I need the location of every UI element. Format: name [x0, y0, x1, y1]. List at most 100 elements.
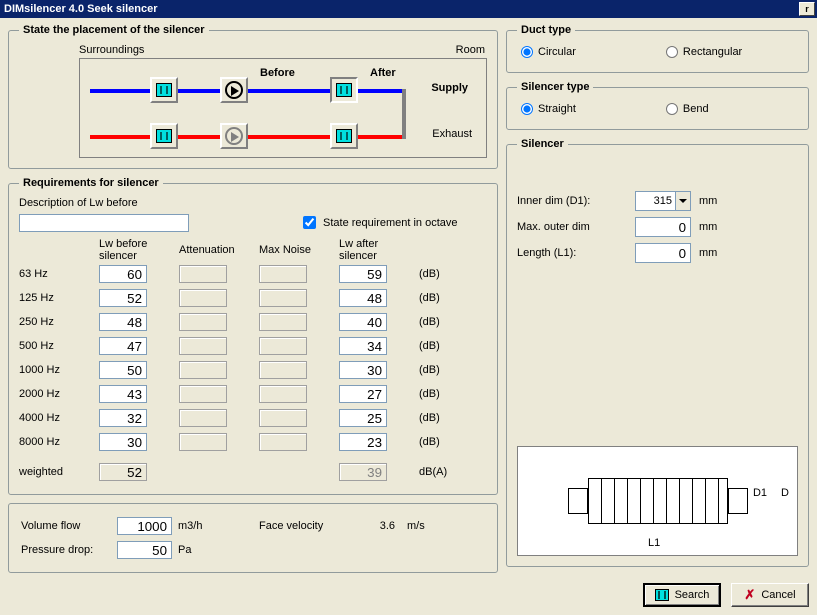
- duct-rectangular-option[interactable]: Rectangular: [666, 46, 742, 58]
- freq-label: 1000 Hz: [19, 364, 89, 376]
- cancel-button[interactable]: ✗ Cancel: [731, 583, 809, 607]
- volume-flow-unit: m3/h: [178, 520, 213, 532]
- outlet-silencer-surroundings[interactable]: [150, 123, 178, 149]
- unit-db: (dB): [419, 364, 469, 376]
- lw-after-input[interactable]: [339, 289, 387, 307]
- lw-after-input[interactable]: [339, 361, 387, 379]
- max-noise-value: [259, 433, 307, 451]
- silencer-diagram: D1 D L1: [517, 446, 798, 556]
- inner-dim-label: Inner dim (D1):: [517, 195, 627, 207]
- lw-after-input[interactable]: [339, 337, 387, 355]
- unit-db: (dB): [419, 268, 469, 280]
- attenuation-value: [179, 361, 227, 379]
- attenuation-value: [179, 409, 227, 427]
- placement-group: State the placement of the silencer Surr…: [8, 24, 498, 169]
- attenuation-value: [179, 313, 227, 331]
- pressure-drop-label: Pressure drop:: [21, 544, 111, 556]
- lw-before-input[interactable]: [99, 337, 147, 355]
- volume-flow-input[interactable]: [117, 517, 172, 535]
- surroundings-label: Surroundings: [79, 44, 144, 56]
- silencer-type-legend: Silencer type: [517, 81, 593, 93]
- lw-before-input[interactable]: [99, 289, 147, 307]
- exhaust-pipe: [90, 135, 406, 139]
- fan-off-icon: [225, 127, 243, 145]
- octave-checkbox-label[interactable]: State requirement in octave: [299, 213, 458, 232]
- lw-before-input[interactable]: [99, 409, 147, 427]
- inlet-label: Inlet: [0, 82, 14, 94]
- inlet-silencer-room[interactable]: [330, 77, 358, 103]
- length-unit: mm: [699, 247, 717, 259]
- unit-db: (dB): [419, 388, 469, 400]
- face-velocity-label: Face velocity: [259, 520, 349, 532]
- freq-label: 125 Hz: [19, 292, 89, 304]
- silencer-icon: [156, 83, 172, 97]
- after-label: After: [370, 67, 396, 79]
- length-input[interactable]: [635, 243, 691, 263]
- outlet-silencer-room[interactable]: [330, 123, 358, 149]
- silencer-bend-option[interactable]: Bend: [666, 103, 709, 115]
- unit-db: (dB): [419, 316, 469, 328]
- inlet-fan[interactable]: [220, 77, 248, 103]
- col-max-noise: Max Noise: [259, 244, 329, 256]
- max-outer-label: Max. outer dim: [517, 221, 627, 233]
- max-noise-value: [259, 409, 307, 427]
- silencer-straight-option[interactable]: Straight: [521, 103, 576, 115]
- duct-type-group: Duct type Circular Rectangular: [506, 24, 809, 73]
- unit-db: (dB): [419, 436, 469, 448]
- face-velocity-value: 3.6: [355, 520, 395, 532]
- max-noise-value: [259, 265, 307, 283]
- freq-label: 250 Hz: [19, 316, 89, 328]
- volume-flow-label: Volume flow: [21, 520, 111, 532]
- pressure-drop-unit: Pa: [178, 544, 213, 556]
- vertical-pipe: [402, 89, 406, 139]
- freq-row: 1000 Hz (dB): [19, 358, 487, 382]
- max-noise-value: [259, 361, 307, 379]
- silencer-icon: [336, 129, 352, 143]
- outlet-fan[interactable]: [220, 123, 248, 149]
- weighted-after: [339, 463, 387, 481]
- freq-label: 500 Hz: [19, 340, 89, 352]
- dim-d1: D1: [753, 487, 767, 499]
- octave-checkbox[interactable]: [303, 216, 316, 229]
- inlet-silencer-surroundings[interactable]: [150, 77, 178, 103]
- lw-before-input[interactable]: [99, 313, 147, 331]
- lw-after-input[interactable]: [339, 265, 387, 283]
- silencer-legend: Silencer: [517, 138, 568, 150]
- close-button[interactable]: r: [799, 2, 815, 16]
- pressure-drop-input[interactable]: [117, 541, 172, 559]
- freq-label: 63 Hz: [19, 268, 89, 280]
- lw-after-input[interactable]: [339, 385, 387, 403]
- silencer-type-group: Silencer type Straight Bend: [506, 81, 809, 130]
- max-noise-value: [259, 337, 307, 355]
- freq-label: 2000 Hz: [19, 388, 89, 400]
- lw-before-input[interactable]: [99, 361, 147, 379]
- search-button[interactable]: Search: [643, 583, 721, 607]
- face-velocity-unit: m/s: [407, 520, 425, 532]
- attenuation-value: [179, 433, 227, 451]
- max-noise-value: [259, 385, 307, 403]
- max-outer-unit: mm: [699, 221, 717, 233]
- lw-before-input[interactable]: [99, 385, 147, 403]
- title-bar: DIMsilencer 4.0 Seek silencer r: [0, 0, 817, 18]
- attenuation-value: [179, 289, 227, 307]
- max-noise-value: [259, 313, 307, 331]
- inner-dim-select[interactable]: 315: [635, 191, 691, 211]
- lw-after-input[interactable]: [339, 433, 387, 451]
- freq-row: 8000 Hz(dB): [19, 430, 487, 454]
- freq-row: 500 Hz(dB): [19, 334, 487, 358]
- desc-input[interactable]: [19, 214, 189, 232]
- duct-circular-option[interactable]: Circular: [521, 46, 576, 58]
- search-icon: [655, 589, 669, 601]
- supply-label: Supply: [431, 82, 468, 94]
- lw-before-input[interactable]: [99, 433, 147, 451]
- lw-before-input[interactable]: [99, 265, 147, 283]
- lw-after-input[interactable]: [339, 313, 387, 331]
- silencer-group: Silencer Inner dim (D1): 315 mm Max. out…: [506, 138, 809, 567]
- max-outer-input[interactable]: [635, 217, 691, 237]
- attenuation-value: [179, 337, 227, 355]
- attenuation-value: [179, 265, 227, 283]
- lw-after-input[interactable]: [339, 409, 387, 427]
- duct-type-legend: Duct type: [517, 24, 575, 36]
- requirements-legend: Requirements for silencer: [19, 177, 163, 189]
- attenuation-value: [179, 385, 227, 403]
